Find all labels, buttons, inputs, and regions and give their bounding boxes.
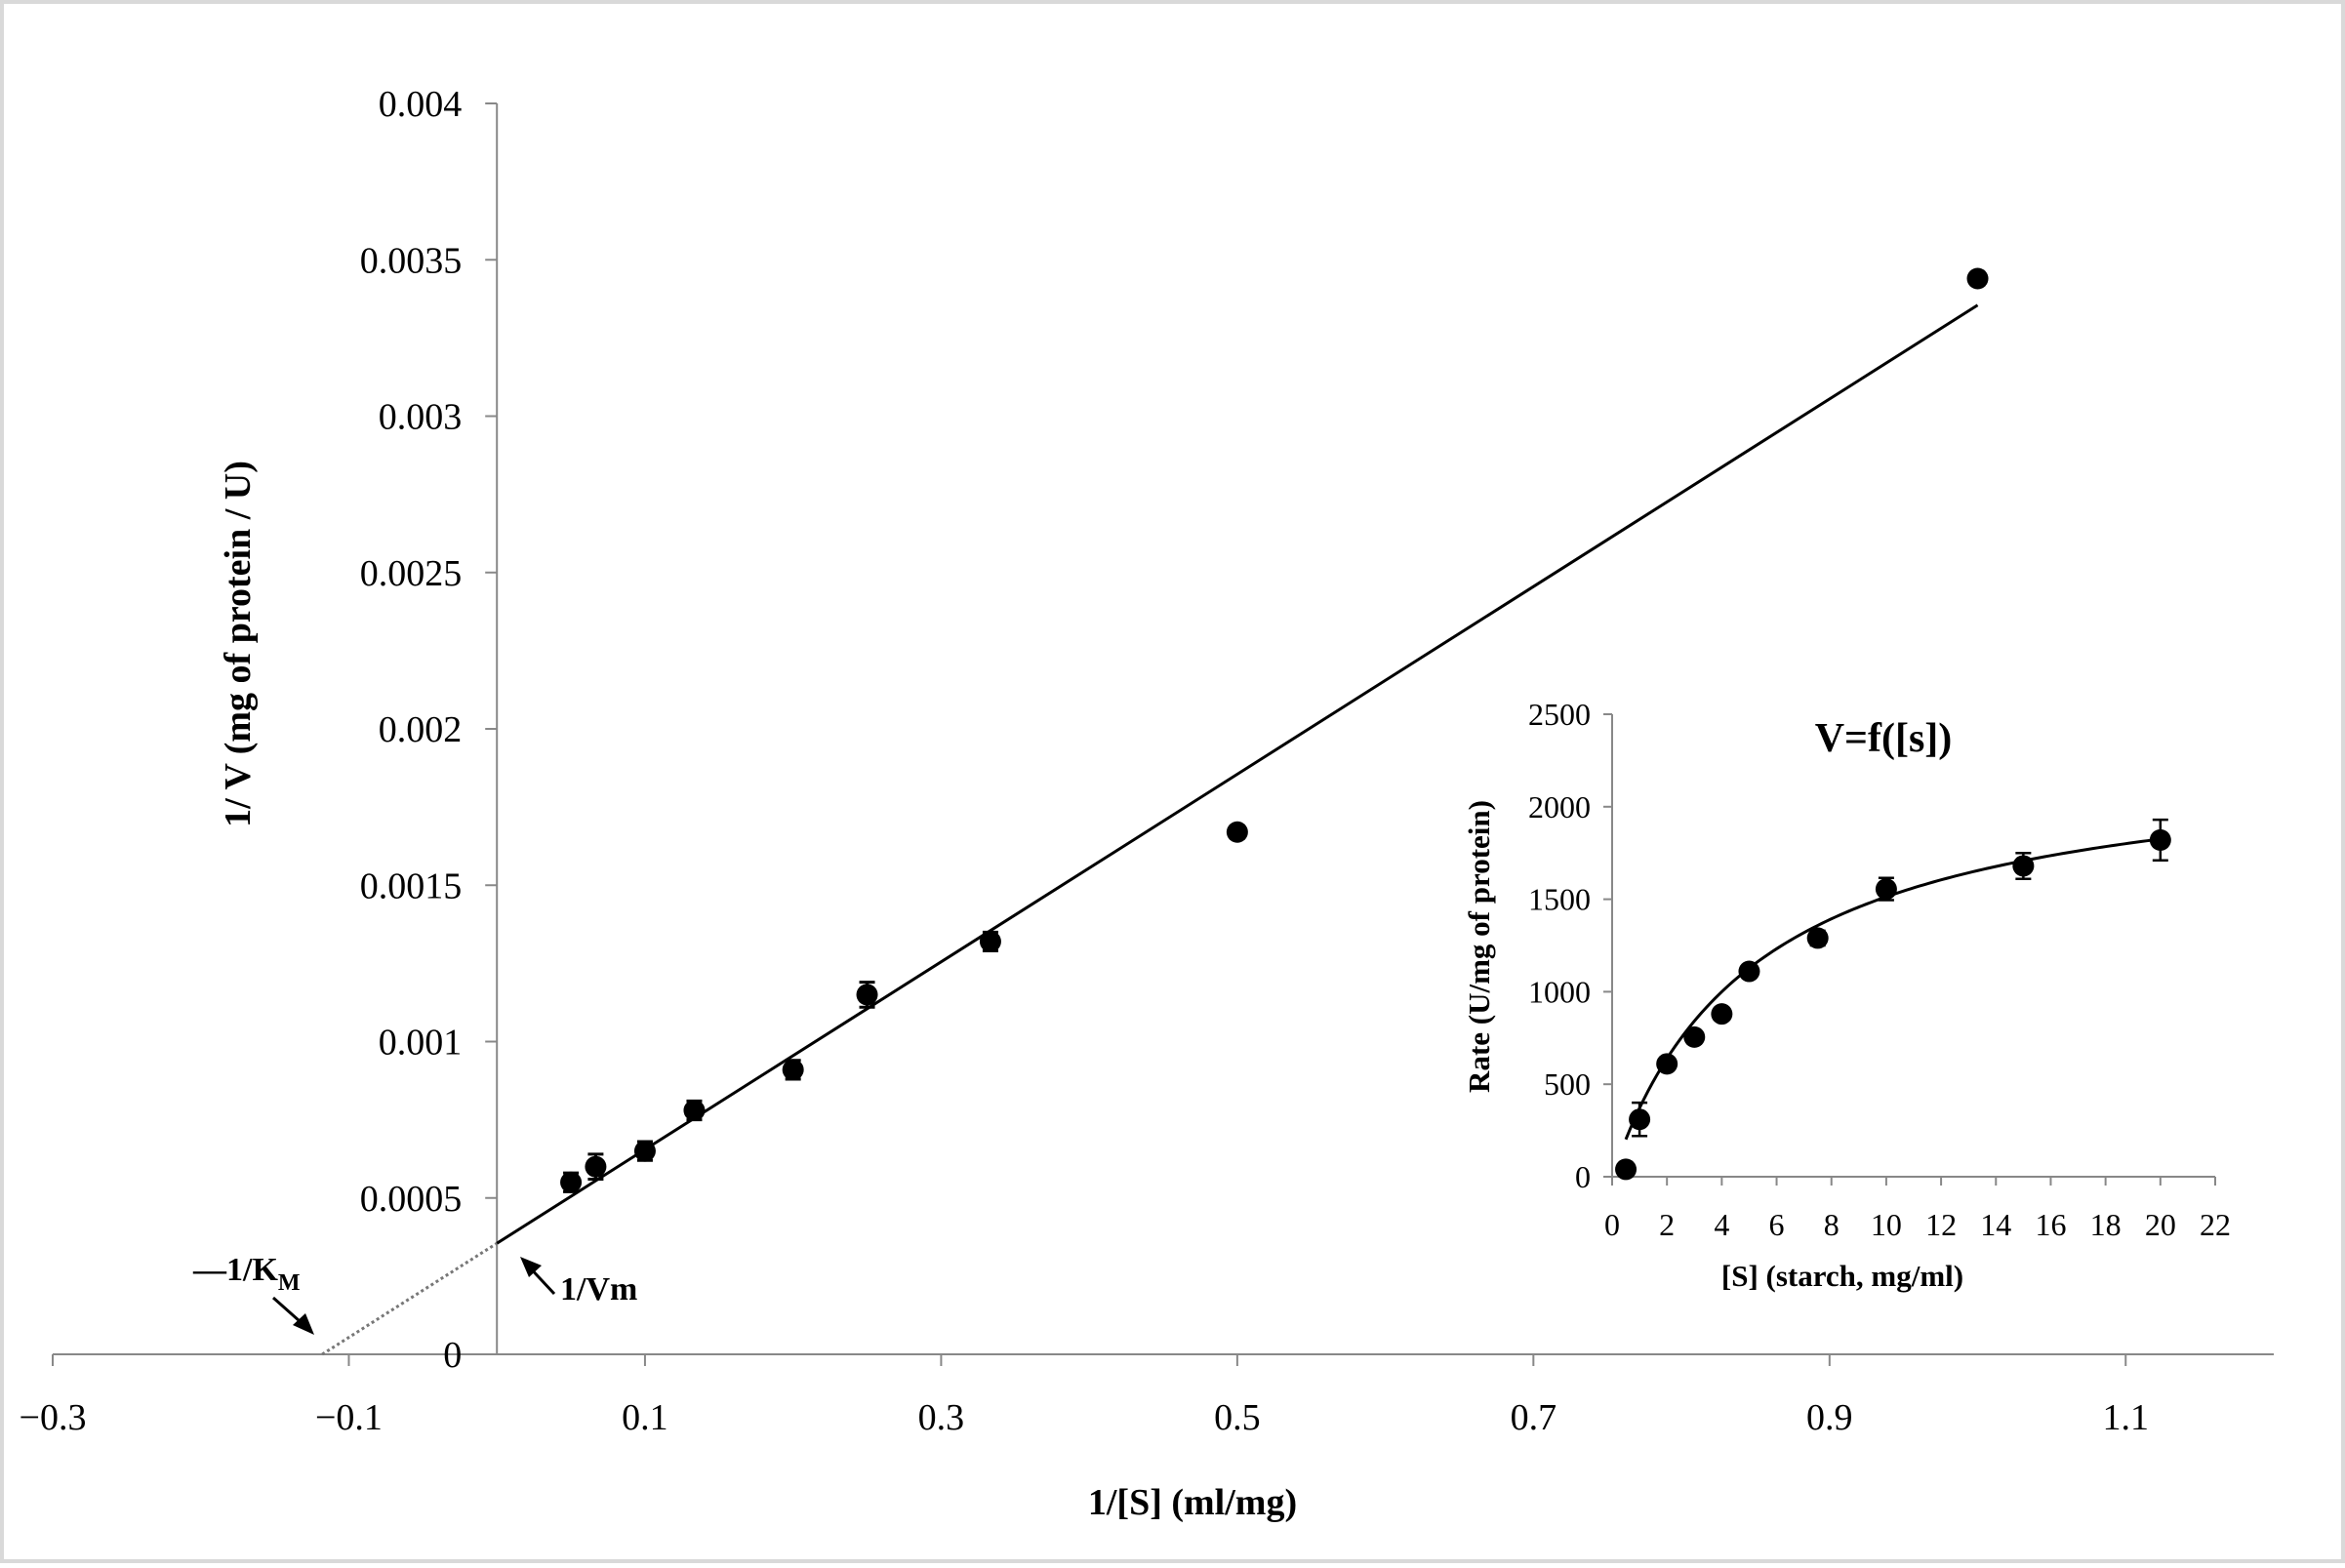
inset-data-point [2149, 818, 2171, 863]
inset-data-point [1629, 1101, 1651, 1138]
data-point [560, 1171, 583, 1193]
x-axis-label: 1/[S] (ml/mg) [1088, 1482, 1297, 1523]
y-tick-label: 0.0025 [360, 553, 463, 594]
data-marker [560, 1171, 583, 1193]
y-tick-label: 0.0015 [360, 865, 463, 906]
y-tick-label: 0.002 [379, 709, 463, 750]
inset-x-tick-label: 2 [1659, 1207, 1675, 1242]
inset-x-tick-label: 0 [1604, 1207, 1620, 1242]
inset-y-tick-label: 500 [1544, 1066, 1591, 1102]
km-annotation: —1/KM [192, 1252, 314, 1335]
data-marker [1966, 267, 1989, 290]
main-points [560, 267, 1989, 1193]
inset-data-marker [2012, 855, 2035, 877]
inset-data-marker [1656, 1053, 1678, 1075]
inset-data-marker [1683, 1025, 1706, 1048]
vm-annotation: 1/Vm [520, 1257, 637, 1307]
inset-data-point [1806, 927, 1829, 949]
inset-y-tick-label: 1500 [1528, 882, 1591, 917]
inset-data-point [2012, 851, 2035, 880]
inset-data-point [1656, 1053, 1678, 1075]
inset-data-marker [1629, 1108, 1651, 1131]
inset-x-tick-label: 14 [1980, 1207, 2011, 1242]
y-tick-label: 0.0035 [360, 240, 463, 281]
inset-y-tick-label: 1000 [1528, 974, 1591, 1009]
data-marker [633, 1140, 656, 1162]
extrapolation-line [321, 1241, 499, 1356]
inset-x-tick-label: 8 [1824, 1207, 1840, 1242]
x-tick-label: 0.3 [918, 1397, 965, 1438]
data-marker [1226, 821, 1248, 843]
vm-label: 1/Vm [560, 1271, 637, 1307]
inset-data-point [1683, 1025, 1706, 1048]
data-point [782, 1059, 804, 1081]
data-point [1966, 267, 1989, 290]
x-tick-label: 1.1 [2103, 1397, 2150, 1438]
inset-x-tick-label: 4 [1714, 1207, 1729, 1242]
main-fit-lines [321, 303, 1979, 1356]
inset-data-marker [1806, 927, 1829, 949]
regression-line [496, 303, 1979, 1245]
y-tick-label: 0.003 [379, 397, 463, 438]
y-tick-label: 0.0005 [360, 1179, 463, 1220]
inset-points [1615, 818, 2171, 1181]
vm-arrow-head [520, 1257, 542, 1277]
inset-y-tick-label: 0 [1575, 1159, 1591, 1194]
data-marker [585, 1155, 607, 1178]
inset-axes [1611, 714, 2215, 1178]
km-label: —1/KM [192, 1252, 301, 1296]
inset-data-point [1711, 1003, 1733, 1025]
main-ticks: −0.3 −0.1 0.1 0.3 0.5 0.7 0.9 1.1 0 0.0005 0.001 0.… [20, 84, 2149, 1438]
inset-data-point [1615, 1158, 1637, 1181]
inset-x-tick-label: 20 [2145, 1207, 2176, 1242]
data-marker [683, 1100, 706, 1122]
inset-data-point [1875, 876, 1897, 902]
inset-x-tick-label: 12 [1925, 1207, 1957, 1242]
x-tick-label: 0.9 [1806, 1397, 1853, 1438]
data-point [683, 1099, 706, 1122]
inset-ticks: 0 2 4 6 8 10 12 14 16 18 20 22 0 500 1000 1500 2000 2500 [1528, 697, 2231, 1242]
km-arrow-head [293, 1313, 314, 1335]
x-tick-label: −0.3 [20, 1397, 87, 1438]
x-tick-label: 0.1 [622, 1397, 668, 1438]
x-tick-label: 0.7 [1511, 1397, 1557, 1438]
y-axis-label: 1/ V (mg of protein / U) [218, 461, 259, 827]
inset-data-marker [1875, 878, 1897, 901]
inset-data-marker [1738, 960, 1760, 983]
inset-y-tick-label: 2500 [1528, 697, 1591, 732]
inset-x-tick-label: 6 [1769, 1207, 1785, 1242]
inset-x-tick-label: 16 [2035, 1207, 2066, 1242]
inset-y-tick-label: 2000 [1528, 789, 1591, 824]
y-tick-label: 0 [443, 1335, 462, 1376]
inset-y-axis-label: Rate (U/mg of protein) [1462, 800, 1496, 1093]
data-point [979, 930, 1001, 953]
data-marker [782, 1059, 804, 1081]
inset-x-tick-label: 22 [2200, 1207, 2231, 1242]
inset-x-axis-label: [S] (starch, mg/ml) [1721, 1259, 1963, 1293]
data-point [856, 981, 878, 1009]
y-tick-label: 0.001 [379, 1023, 463, 1064]
inset-data-marker [2149, 828, 2171, 851]
km-label-prefix: —1/K [192, 1252, 278, 1288]
data-point [1226, 821, 1248, 843]
y-tick-label: 0.004 [379, 84, 463, 125]
inset-data-marker [1615, 1158, 1637, 1181]
data-marker [979, 930, 1001, 952]
inset-x-tick-label: 10 [1871, 1207, 1902, 1242]
inset-data-point [1738, 960, 1760, 983]
data-marker [856, 984, 878, 1006]
inset-x-tick-label: 18 [2090, 1207, 2122, 1242]
x-tick-label: 0.5 [1214, 1397, 1261, 1438]
inset-title: V=f([s]) [1815, 716, 1953, 761]
data-point [585, 1152, 607, 1182]
data-point [633, 1140, 656, 1162]
inset-data-marker [1711, 1003, 1733, 1025]
km-label-subscript: M [278, 1270, 301, 1296]
x-tick-label: −0.1 [315, 1397, 383, 1438]
